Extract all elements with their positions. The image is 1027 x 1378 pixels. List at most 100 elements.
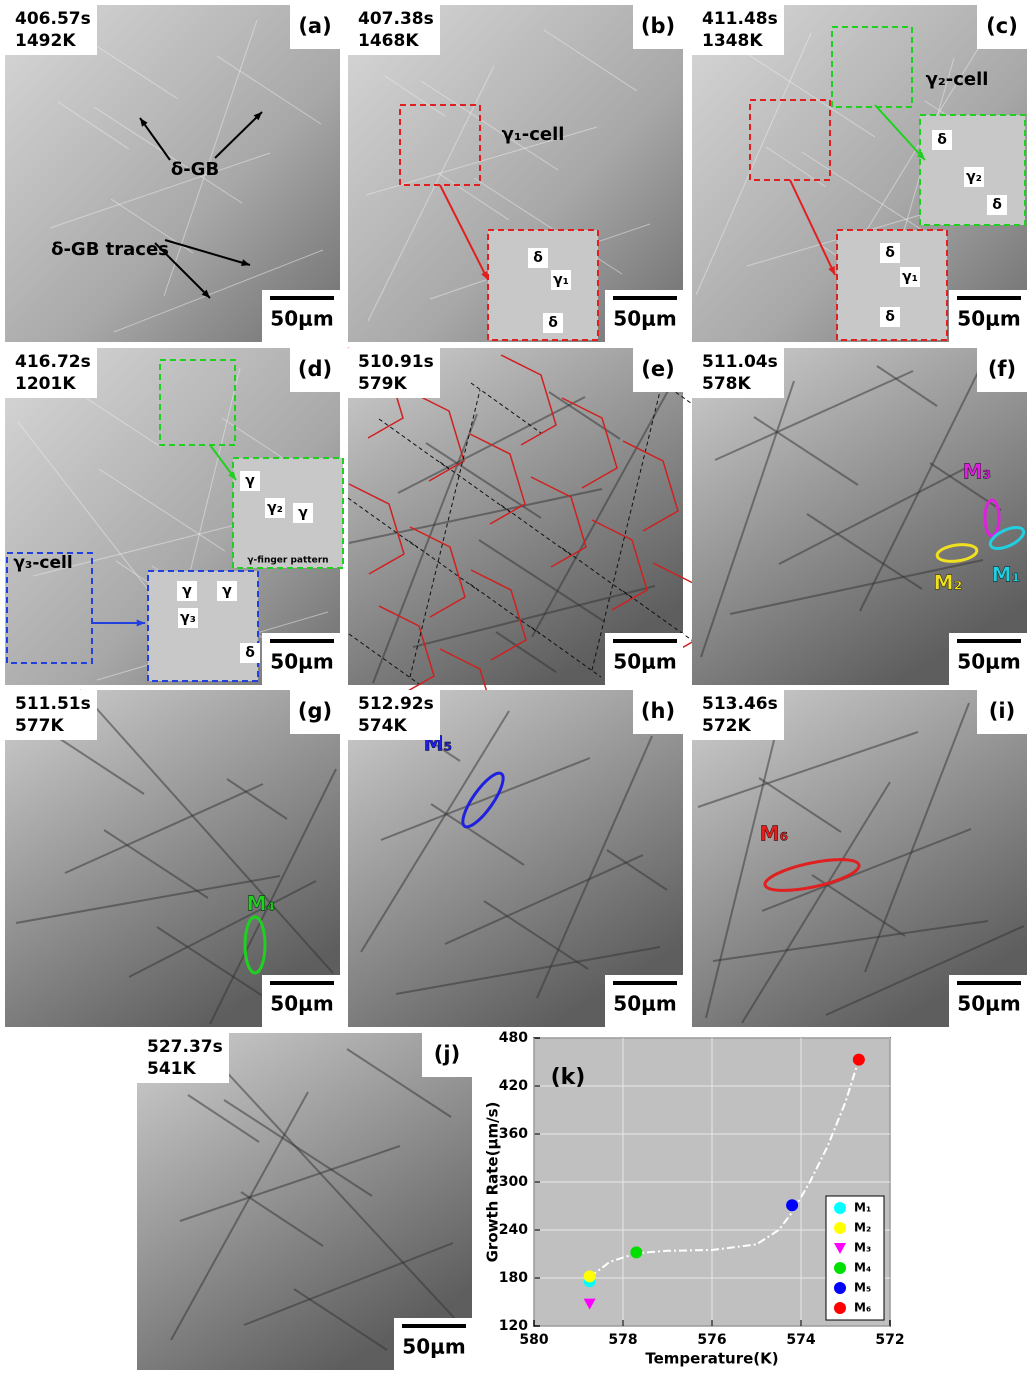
panel-label: (g) (298, 699, 332, 723)
x-tick-label: 580 (519, 1332, 548, 1348)
panel-label: (f) (988, 357, 1016, 381)
scale-bar (270, 296, 334, 300)
panel-label: (h) (641, 699, 675, 723)
micrograph-panel: γ₃-cellγγ₂γγ-finger patternγγγ₃δ416.72s1… (5, 348, 343, 685)
annotation: M₆ (760, 822, 789, 846)
x-tick-label: 578 (608, 1332, 637, 1348)
x-tick-label: 576 (697, 1332, 726, 1348)
panel-label: (d) (298, 357, 332, 381)
temperature-label: 574K (358, 716, 407, 736)
scale-bar-label: 50μm (957, 650, 1020, 674)
micrograph-panel: M₅512.92s574K(h)50μm (348, 690, 683, 1027)
annotation: δ (885, 309, 895, 325)
time-label: 511.51s (15, 694, 91, 714)
micrograph-panel: γ₁-cellδγ₁δ407.38s1468K(b)50μm (348, 5, 683, 342)
scale-bar-label: 50μm (270, 992, 333, 1016)
y-axis-title: Growth Rate(μm/s) (484, 1102, 502, 1263)
time-label: 527.37s (147, 1037, 223, 1057)
scale-bar (613, 296, 677, 300)
annotation: M₁ (992, 563, 1021, 587)
time-label: 512.92s (358, 694, 434, 714)
annotation: δ (992, 197, 1002, 213)
y-tick-label: 480 (499, 1030, 528, 1046)
legend-marker (834, 1202, 846, 1214)
scale-bar (957, 981, 1021, 985)
legend-marker (834, 1282, 846, 1294)
annotation: γ₁ (553, 272, 569, 288)
micrograph-panel: M₆ 513.46s572K (i) 50μm (692, 690, 1027, 1027)
annotation: γ₁-cell (502, 124, 565, 145)
scale-bar (613, 639, 677, 643)
data-point (630, 1246, 642, 1258)
annotation: M₃ (963, 460, 992, 484)
temperature-label: 1492K (15, 31, 76, 51)
scale-bar-label: 50μm (402, 1335, 465, 1359)
annotation: γ₂ (267, 500, 283, 516)
legend-label: M₁ (854, 1201, 871, 1215)
scale-bar-label: 50μm (957, 992, 1020, 1016)
panel-label: (a) (298, 14, 331, 38)
panel-label: (e) (641, 357, 674, 381)
y-tick-label: 240 (499, 1222, 528, 1238)
temperature-label: 1348K (702, 31, 763, 51)
scale-bar (402, 1324, 466, 1328)
annotation: δ (548, 315, 558, 331)
scale-bar-label: 50μm (270, 650, 333, 674)
annotation: γ₂-cell (926, 69, 989, 90)
scale-bar (270, 639, 334, 643)
panel-label: (i) (989, 699, 1015, 723)
time-label: 513.46s (702, 694, 778, 714)
annotation: δ-GB traces (51, 239, 169, 260)
annotation: γ₁ (902, 269, 918, 285)
temperature-label: 572K (702, 716, 751, 736)
panel-label: (c) (986, 14, 1018, 38)
annotation: γ (222, 583, 232, 599)
legend-label: M₅ (854, 1281, 871, 1295)
annotation: γ (182, 583, 192, 599)
temperature-label: 1201K (15, 374, 76, 394)
annotation: δ (937, 132, 947, 148)
data-point (584, 1270, 596, 1282)
panel-label: (k) (551, 1065, 586, 1090)
y-tick-label: 420 (499, 1078, 528, 1094)
x-tick-label: 572 (875, 1332, 904, 1348)
scale-bar (270, 981, 334, 985)
data-point (786, 1199, 798, 1211)
legend-label: M₄ (854, 1261, 871, 1275)
scale-bar-label: 50μm (270, 307, 333, 331)
annotation: γ₂ (966, 169, 982, 185)
scale-bar-label: 50μm (613, 650, 676, 674)
annotation: γ₃ (180, 610, 196, 626)
scale-bar-label: 50μm (957, 307, 1020, 331)
scale-bar (613, 981, 677, 985)
panel-label: (b) (641, 14, 675, 38)
temperature-label: 578K (702, 374, 751, 394)
legend-label: M₆ (854, 1301, 871, 1315)
scale-bar (957, 296, 1021, 300)
time-label: 407.38s (358, 9, 434, 29)
inset-box (148, 571, 258, 681)
legend-marker (834, 1302, 846, 1314)
annotation: γ (245, 473, 255, 489)
y-tick-label: 300 (499, 1174, 528, 1190)
time-label: 511.04s (702, 352, 778, 372)
annotation: δ-GB (171, 159, 219, 180)
annotation: γ (298, 505, 308, 521)
annotation: M₄ (247, 892, 276, 916)
temperature-label: 577K (15, 716, 64, 736)
annotation: δ (533, 250, 543, 266)
legend-marker (834, 1262, 846, 1274)
temperature-label: 579K (358, 374, 407, 394)
legend-label: M₂ (854, 1221, 871, 1235)
data-point (853, 1054, 865, 1066)
scale-bar (957, 639, 1021, 643)
annotation: γ-finger pattern (247, 556, 328, 566)
scale-bar-label: 50μm (613, 307, 676, 331)
annotation: δ (885, 245, 895, 261)
figure: δ-GBδ-GB traces406.57s1492K(a)50μmγ₁-cel… (0, 0, 1027, 1374)
x-axis-title: Temperature(K) (645, 1350, 778, 1368)
